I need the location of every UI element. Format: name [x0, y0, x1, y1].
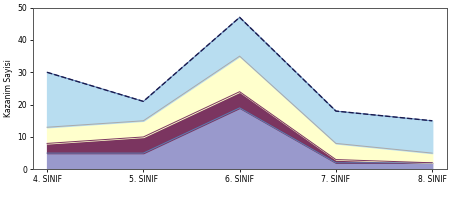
- Y-axis label: Kazanim Sayisi: Kazanim Sayisi: [4, 59, 13, 117]
